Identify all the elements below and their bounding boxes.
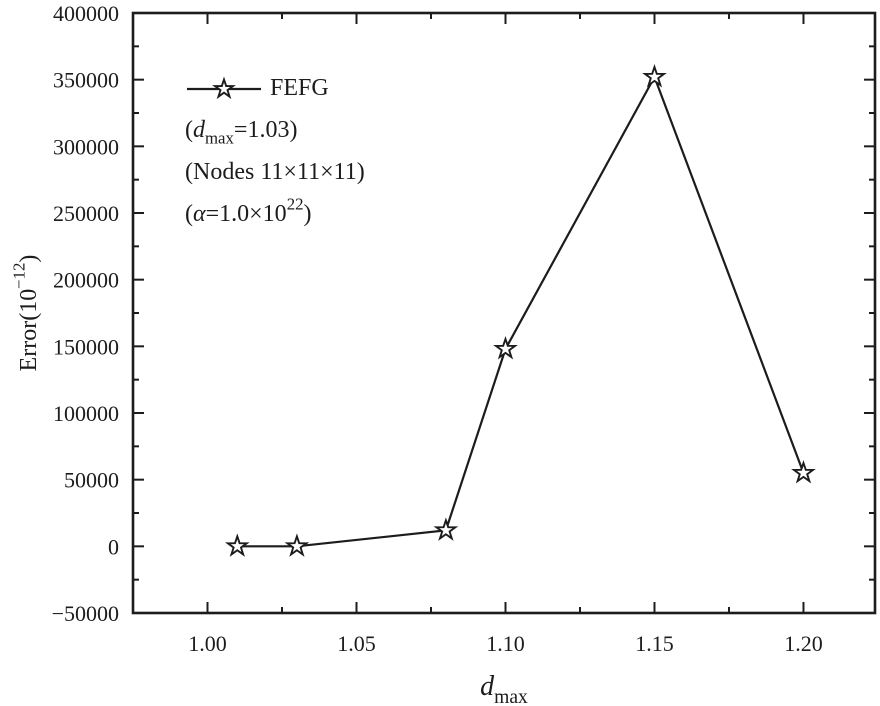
data-point-marker (224, 533, 250, 557)
x-axis-tick-label: 1.05 (337, 631, 376, 656)
y-axis-tick-label: 50000 (64, 468, 119, 493)
y-axis-tick-label: 350000 (53, 68, 119, 93)
series-line (237, 74, 805, 548)
x-axis-title: dmax (480, 671, 528, 706)
x-axis-tick-label: 1.20 (784, 631, 823, 656)
y-axis-tick-label: 150000 (53, 334, 119, 359)
y-axis-tick-label: −50000 (52, 601, 119, 626)
data-point-marker (642, 64, 667, 88)
data-point-marker (433, 517, 459, 541)
y-axis-tick-label: 250000 (53, 201, 119, 226)
y-axis-tick-label: 400000 (53, 1, 119, 26)
data-point-marker (791, 460, 816, 484)
y-axis-title: Error(10−12) (9, 255, 42, 372)
legend-label: (dmax=1.03) (185, 117, 297, 148)
legend-label: FEFG (270, 75, 329, 101)
y-axis-tick-label: 100000 (53, 401, 119, 426)
data-point-marker (284, 533, 310, 557)
y-axis-tick-label: 200000 (53, 268, 119, 293)
data-point-marker (493, 336, 518, 360)
legend-label: (α=1.0×1022) (185, 194, 311, 227)
x-axis-tick-label: 1.00 (188, 631, 227, 656)
x-axis-tick-label: 1.10 (486, 631, 525, 656)
legend-label: (Nodes 11×11×11) (185, 159, 365, 185)
y-axis-tick-label: 300000 (53, 134, 119, 159)
legend-marker-star (212, 76, 236, 100)
y-axis-tick-label: 0 (108, 534, 119, 559)
x-axis-tick-label: 1.15 (635, 631, 674, 656)
plot-border (131, 11, 877, 615)
